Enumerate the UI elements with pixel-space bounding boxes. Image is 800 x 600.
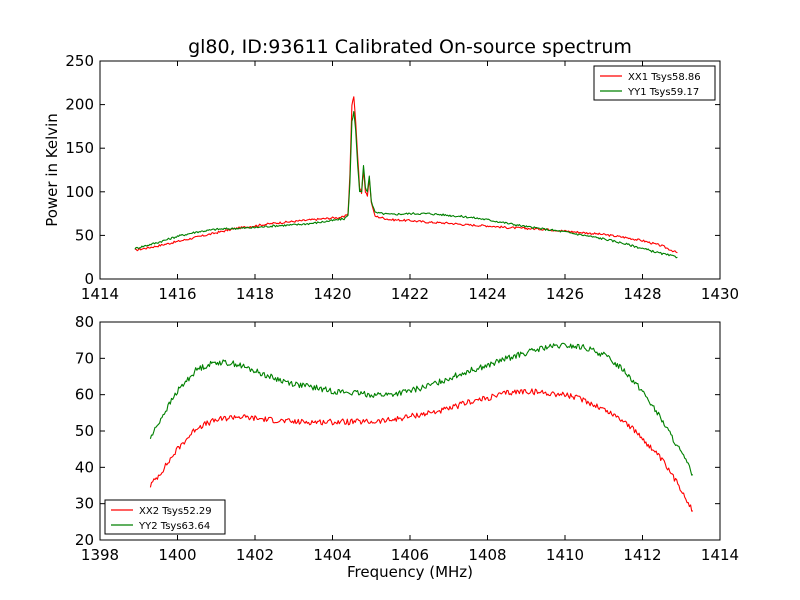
series-line-xx1 xyxy=(134,96,678,254)
legend-label: XX1 Tsys58.86 xyxy=(628,72,701,83)
chart-title: gl80, ID:93611 Calibrated On-source spec… xyxy=(188,36,632,58)
legend: XX1 Tsys58.86 YY1 Tsys59.17 xyxy=(593,65,716,101)
x-tick-label: 1426 xyxy=(546,285,584,303)
x-tick-label: 1402 xyxy=(236,546,274,564)
x-tick-label: 1420 xyxy=(313,285,351,303)
x-tick-label: 1424 xyxy=(468,285,506,303)
x-tick-label: 1414 xyxy=(81,285,119,303)
top-panel-marks: 1414 1416 1418 1420 1422 1424 1426 1428 1430 0 50 1… xyxy=(65,52,739,303)
y-tick-label: 0 xyxy=(84,270,94,288)
x-tick-label: 1408 xyxy=(468,546,506,564)
y-tick-label: 150 xyxy=(65,139,94,157)
x-tick-label: 1400 xyxy=(158,546,196,564)
y-tick-label: 60 xyxy=(75,386,94,404)
x-tick-label: 1416 xyxy=(158,285,196,303)
series-line-yy2 xyxy=(149,342,694,476)
x-tick-label: 1414 xyxy=(701,546,739,564)
bottom-x-axis-label: Frequency (MHz) xyxy=(347,563,473,581)
x-tick-label: 1430 xyxy=(701,285,739,303)
x-tick-label: 1428 xyxy=(623,285,661,303)
y-tick-label: 50 xyxy=(75,226,94,244)
y-tick-label: 30 xyxy=(75,495,94,513)
x-tick-label: 1404 xyxy=(313,546,351,564)
bottom-panel: Frequency (MHz) 1398 1400 1402 1404 1406 1408… xyxy=(75,313,739,581)
y-tick-label: 70 xyxy=(75,349,94,367)
x-tick-label: 1410 xyxy=(546,546,584,564)
legend-label: YY1 Tsys59.17 xyxy=(627,87,699,98)
y-tick-label: 20 xyxy=(75,531,94,549)
x-tick-label: 1418 xyxy=(236,285,274,303)
series-line-xx2 xyxy=(149,388,693,512)
y-tick-label: 250 xyxy=(65,52,94,70)
x-tick-label: 1422 xyxy=(391,285,429,303)
top-panel: Power in Kelvin 1414 1416 1418 1420 1422 1424… xyxy=(43,52,739,303)
legend-label: XX2 Tsys52.29 xyxy=(139,506,212,517)
x-tick-label: 1412 xyxy=(623,546,661,564)
x-tick-label: 1398 xyxy=(81,546,119,564)
x-tick-label: 1406 xyxy=(391,546,429,564)
bottom-panel-marks: 1398 1400 1402 1404 1406 1408 1410 1412 1414 20 30… xyxy=(75,313,739,564)
legend-box xyxy=(593,65,716,101)
y-tick-label: 40 xyxy=(75,458,94,476)
series-line-yy1 xyxy=(134,111,678,259)
legend-label: YY2 Tsys63.64 xyxy=(138,521,210,532)
y-tick-label: 80 xyxy=(75,313,94,331)
y-tick-label: 50 xyxy=(75,422,94,440)
y-tick-label: 100 xyxy=(65,183,94,201)
y-tick-label: 200 xyxy=(65,96,94,114)
legend-box xyxy=(104,499,226,535)
top-y-axis-label: Power in Kelvin xyxy=(43,113,61,227)
legend: XX2 Tsys52.29 YY2 Tsys63.64 xyxy=(104,499,226,535)
